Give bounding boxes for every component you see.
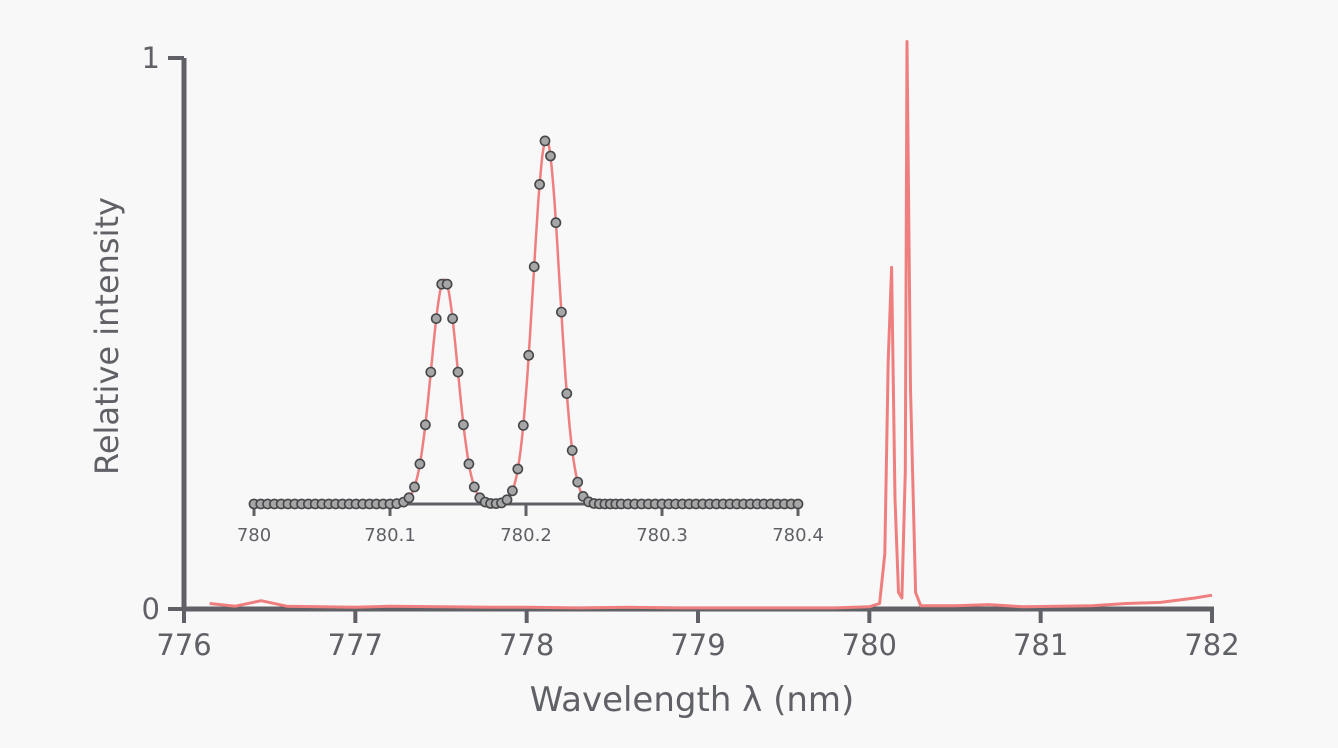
inset-data-point [556,306,567,318]
main-x-tick-label: 781 [1013,628,1068,662]
inset-data-point [572,476,584,488]
inset-plot: 780 780.1 780.2 780.3 780.4 [237,135,824,546]
main-x-tick-label: 782 [1184,628,1239,662]
main-y-tick-label: 0 [142,592,160,626]
inset-data-point [512,463,524,475]
main-y-tick-label: 1 [142,41,160,75]
inset-x-ticks: 780 780.1 780.2 780.3 780.4 [237,504,824,546]
inset-data-point [414,458,426,470]
inset-data-point [419,419,431,431]
inset-data-point [523,349,535,361]
inset-data-point [517,419,529,431]
inset-data-point [534,178,545,190]
inset-data-point [539,135,551,147]
main-x-tick-label: 778 [499,628,554,662]
inset-data-point [409,481,420,493]
main-y-ticks: 01 [142,41,184,626]
inset-data-point [452,366,464,378]
x-axis-label: Wavelength λ (nm) [530,680,855,720]
inset-data-point [403,492,415,504]
inset-data-point [430,313,442,324]
inset-data-point [566,444,578,456]
main-x-tick-label: 776 [156,628,211,662]
inset-x-tick-label: 780.2 [500,525,552,546]
inset-data-point [441,278,453,290]
main-x-tick-label: 777 [328,628,383,662]
inset-data-point [561,388,573,399]
inset-data-point [507,485,518,497]
inset-x-tick-label: 780.1 [364,525,416,546]
main-x-ticks: 776 777 778 779 780 781 782 [156,609,1240,662]
main-x-tick-label: 780 [842,628,897,662]
main-x-tick-label: 779 [670,628,725,662]
inset-data-point [425,366,437,378]
y-axis-label: Relative intensity [88,197,126,475]
inset-x-tick-label: 780 [237,525,271,546]
inset-data-point [468,481,480,493]
inset-data-points [248,135,804,510]
inset-data-point [545,150,556,162]
inset-data-point [550,217,562,229]
main-spectrum-trace [209,40,1213,610]
inset-data-point [463,458,475,470]
inset-data-point [447,313,458,324]
inset-x-tick-label: 780.3 [636,525,688,546]
inset-data-point [501,494,513,506]
inset-data-point [792,498,804,510]
inset-data-point [528,261,540,273]
inset-x-tick-label: 780.4 [772,525,824,546]
inset-data-point [457,419,469,431]
